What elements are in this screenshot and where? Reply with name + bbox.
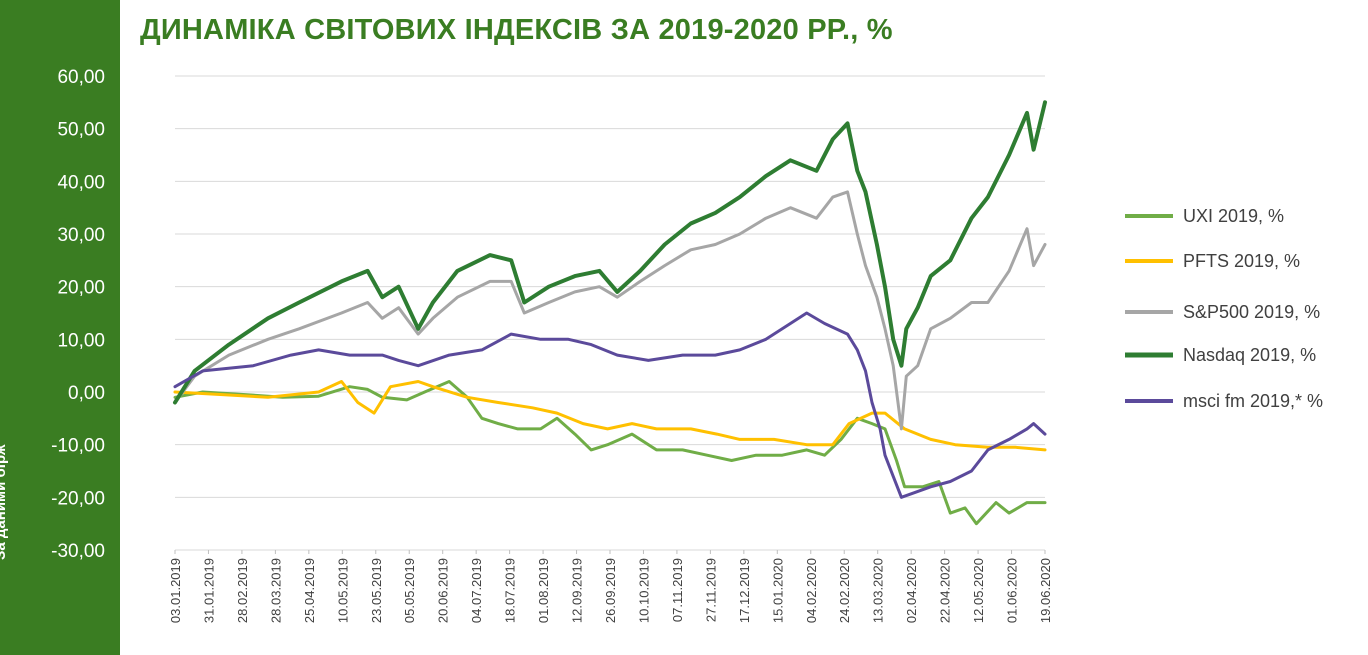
x-tick-label: 12.09.2019 <box>570 558 585 623</box>
x-tick-label: 04.07.2019 <box>469 558 484 623</box>
legend-label: UXI 2019, % <box>1183 206 1284 226</box>
series-line <box>173 311 1047 499</box>
x-tick-label: 28.03.2019 <box>268 558 283 623</box>
x-tick-label: 05.05.2019 <box>402 558 417 623</box>
x-tick-label: 13.03.2020 <box>871 558 886 623</box>
legend-label: msci fm 2019,* % <box>1183 391 1323 411</box>
x-tick-label: 25.04.2019 <box>302 558 317 623</box>
y-tick-label: 30,00 <box>57 225 105 246</box>
x-tick-label: 10.10.2019 <box>636 558 651 623</box>
series-line <box>173 380 1047 452</box>
x-tick-label: 26.09.2019 <box>603 558 618 623</box>
x-tick-label: 04.02.2020 <box>804 558 819 623</box>
side-band <box>0 0 120 655</box>
y-tick-label: 50,00 <box>57 120 105 141</box>
x-tick-label: 15.01.2020 <box>770 558 785 623</box>
x-tick-label: 20.06.2019 <box>436 558 451 623</box>
x-tick-label: 27.11.2019 <box>703 558 718 622</box>
x-tick-label: 23.05.2019 <box>369 558 384 623</box>
legend-label: S&P500 2019, % <box>1183 302 1320 322</box>
y-tick-label: -20,00 <box>51 488 105 509</box>
x-tick-label: 22.04.2020 <box>938 558 953 623</box>
x-tick-label: 19.06.2020 <box>1038 558 1053 623</box>
x-tick-label: 31.01.2019 <box>201 558 216 623</box>
y-tick-label: 60,00 <box>57 67 105 88</box>
x-tick-label: 17.12.2019 <box>737 558 752 623</box>
legend-label: PFTS 2019, % <box>1183 251 1300 271</box>
series-line <box>173 100 1047 405</box>
x-tick-label: 18.07.2019 <box>503 558 518 623</box>
y-tick-label: 0,00 <box>68 383 105 404</box>
x-tick-label: 10.05.2019 <box>335 558 350 623</box>
x-tick-label: 07.11.2019 <box>670 558 685 622</box>
x-tick-label: 02.04.2020 <box>904 558 919 623</box>
x-tick-label: 28.02.2019 <box>235 558 250 623</box>
x-tick-label: 03.01.2019 <box>168 558 183 623</box>
x-tick-label: 24.02.2020 <box>837 558 852 623</box>
legend-label: Nasdaq 2019, % <box>1183 345 1316 365</box>
x-tick-label: 01.06.2020 <box>1005 558 1020 623</box>
chart-title: ДИНАМІКА СВІТОВИХ ІНДЕКСІВ ЗА 2019-2020 … <box>140 14 893 46</box>
y-tick-label: 20,00 <box>57 278 105 299</box>
series-line <box>173 190 1047 431</box>
y-tick-label: 40,00 <box>57 172 105 193</box>
y-tick-label: -10,00 <box>51 436 105 457</box>
y-tick-label: 10,00 <box>57 330 105 351</box>
series-line <box>173 380 1047 526</box>
y-tick-label: -30,00 <box>51 541 105 562</box>
x-tick-label: 01.08.2019 <box>536 558 551 623</box>
x-tick-label: 12.05.2020 <box>971 558 986 623</box>
